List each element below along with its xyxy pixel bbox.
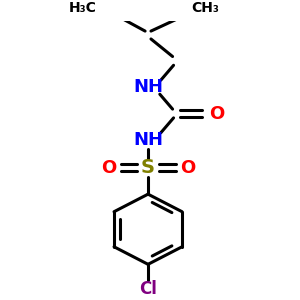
Text: Cl: Cl: [139, 280, 157, 298]
Text: NH: NH: [133, 131, 163, 149]
Text: O: O: [101, 159, 116, 177]
Text: H₃C: H₃C: [69, 1, 97, 15]
Text: S: S: [141, 158, 155, 177]
Text: O: O: [209, 104, 224, 122]
Text: O: O: [180, 159, 195, 177]
Text: CH₃: CH₃: [191, 1, 219, 15]
Text: NH: NH: [133, 78, 163, 96]
